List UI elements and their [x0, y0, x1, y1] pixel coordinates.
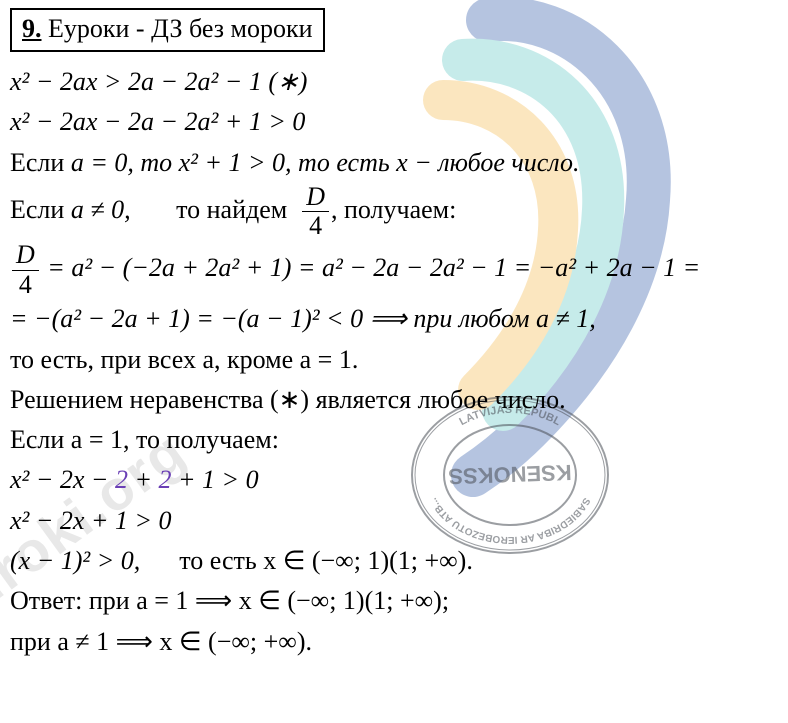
- document-body: 9. Еуроки - ДЗ без мороки x² − 2ax > 2a …: [0, 0, 788, 670]
- title-text: Еуроки - ДЗ без мороки: [48, 14, 313, 43]
- math-line-8: Решением неравенства (∗) является любое …: [10, 380, 776, 420]
- math-line-3: Если a = 0, то x² + 1 > 0, то есть x − л…: [10, 143, 776, 183]
- problem-number: 9.: [22, 14, 42, 43]
- math-line-6: = −(a² − 2a + 1) = −(a − 1)² < 0 ⟹ при л…: [10, 299, 776, 339]
- math-line-10: x² − 2x − 2 + 2 + 1 > 0: [10, 460, 776, 500]
- math-line-4: Если a ≠ 0, то найдем D4, получаем:: [10, 183, 776, 241]
- math-line-5: D4 = a² − (−2a + 2a² + 1) = a² − 2a − 2a…: [10, 241, 776, 299]
- math-line-14: при a ≠ 1 ⟹ x ∈ (−∞; +∞).: [10, 622, 776, 662]
- math-line-1: x² − 2ax > 2a − 2a² − 1 (∗): [10, 62, 776, 102]
- math-line-13: Ответ: при a = 1 ⟹ x ∈ (−∞; 1)(1; +∞);: [10, 581, 776, 621]
- title-box: 9. Еуроки - ДЗ без мороки: [10, 8, 325, 52]
- math-line-11: x² − 2x + 1 > 0: [10, 501, 776, 541]
- math-line-9: Если a = 1, то получаем:: [10, 420, 776, 460]
- math-line-2: x² − 2ax − 2a − 2a² + 1 > 0: [10, 102, 776, 142]
- math-line-7: то есть, при всех a, кроме a = 1.: [10, 340, 776, 380]
- math-line-12: (x − 1)² > 0, то есть x ∈ (−∞; 1)(1; +∞)…: [10, 541, 776, 581]
